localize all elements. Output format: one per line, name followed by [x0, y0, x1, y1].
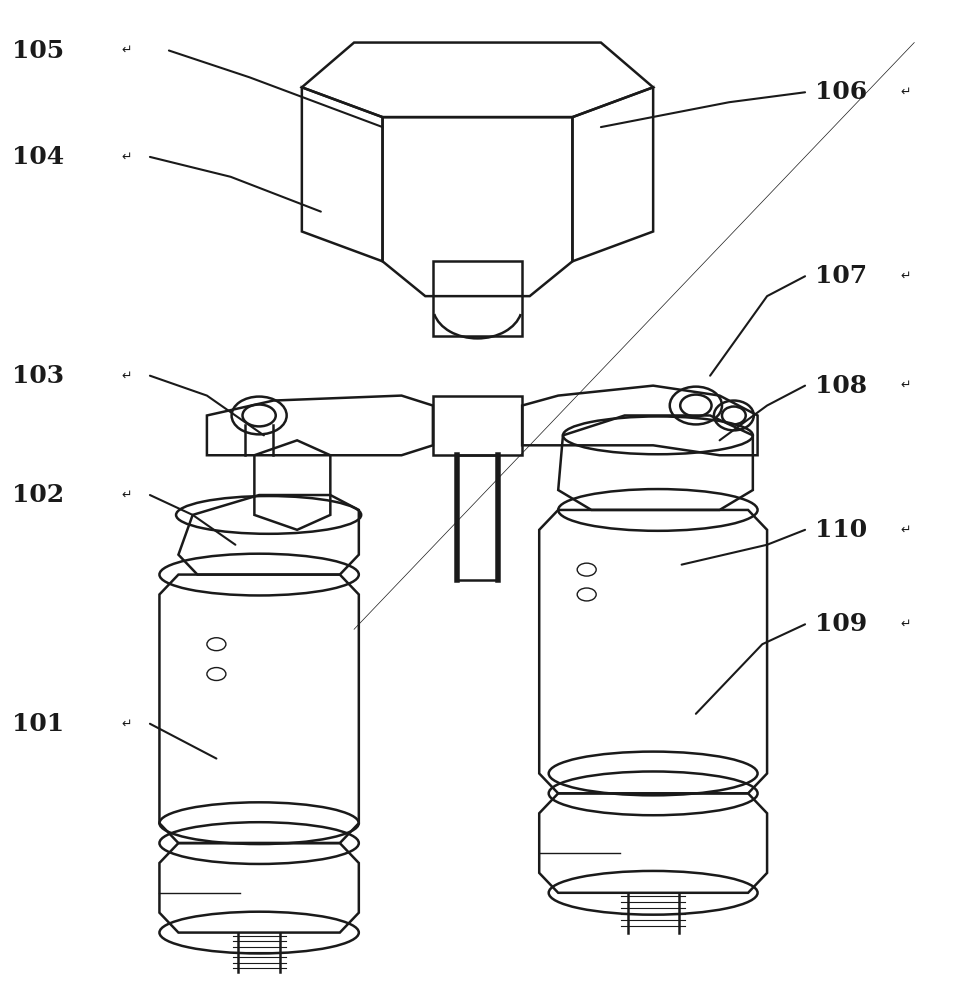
- Text: 109: 109: [815, 612, 867, 636]
- Text: ↵: ↵: [900, 270, 910, 283]
- Text: ↵: ↵: [121, 717, 132, 730]
- Text: 103: 103: [12, 364, 64, 388]
- Text: ↵: ↵: [121, 489, 132, 502]
- Text: 104: 104: [12, 145, 64, 169]
- Text: 108: 108: [815, 374, 867, 398]
- Text: ↵: ↵: [900, 618, 910, 631]
- Text: 110: 110: [815, 518, 867, 542]
- Text: ↵: ↵: [900, 379, 910, 392]
- Text: ↵: ↵: [121, 369, 132, 382]
- Text: 105: 105: [12, 39, 64, 63]
- Text: 101: 101: [12, 712, 64, 736]
- Text: 107: 107: [815, 264, 867, 288]
- Text: ↵: ↵: [121, 150, 132, 163]
- Text: ↵: ↵: [121, 44, 132, 57]
- Text: ↵: ↵: [900, 86, 910, 99]
- Text: 106: 106: [815, 80, 867, 104]
- Text: ↵: ↵: [900, 523, 910, 536]
- Text: 102: 102: [12, 483, 64, 507]
